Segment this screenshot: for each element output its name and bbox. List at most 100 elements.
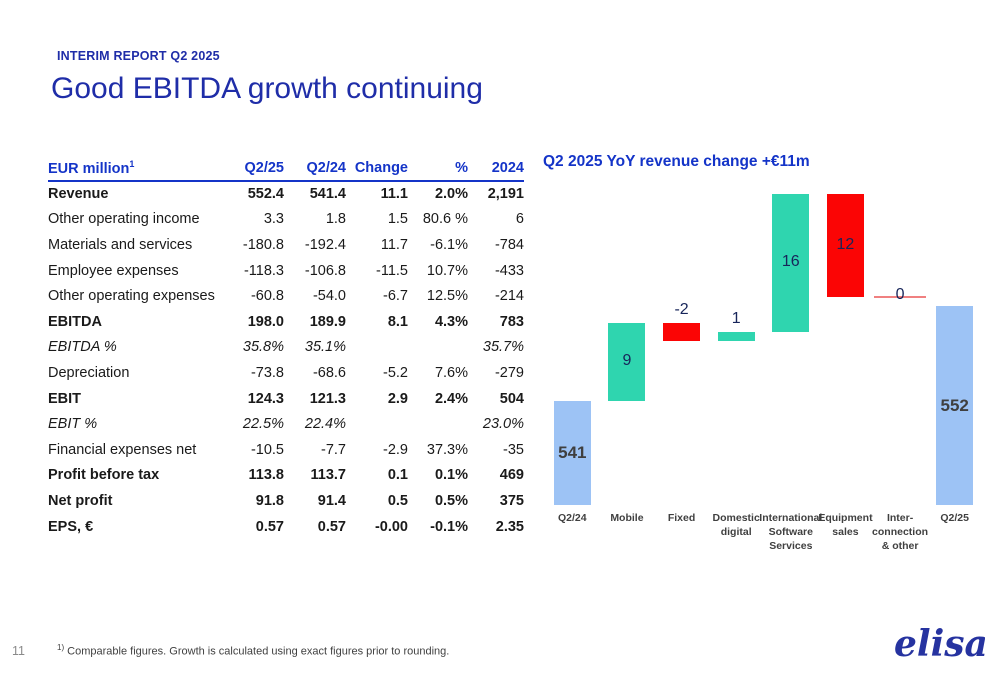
row-label: EBIT % xyxy=(48,416,98,433)
table-cell: 3.3 xyxy=(263,211,284,228)
table-cell: 121.3 xyxy=(309,390,346,407)
footnote: 1) Comparable figures. Growth is calcula… xyxy=(57,643,449,658)
table-cell: 2.0% xyxy=(434,186,468,203)
table-cell: -6.1% xyxy=(430,236,468,253)
table-cell: 0.57 xyxy=(255,518,284,535)
table-cell: -433 xyxy=(494,262,524,279)
table-cell: -180.8 xyxy=(242,236,284,253)
table-cell: 783 xyxy=(499,313,524,330)
row-label: EBIT xyxy=(48,390,82,407)
waterfall-bar xyxy=(772,193,810,333)
column-header: Q2/25 xyxy=(222,156,284,182)
table-cell: -0.00 xyxy=(374,518,408,535)
table-cell: -118.3 xyxy=(243,262,284,279)
table-row: Profit before tax 113.8 113.7 0.1 0.1% 469 xyxy=(48,463,524,489)
table-cell: 1.8 xyxy=(325,211,346,228)
table-row: Employee expenses -118.3 -106.8 -11.5 10.7% -… xyxy=(48,258,524,284)
table-cell: 1.5 xyxy=(387,211,408,228)
table-cell: 35.1% xyxy=(304,339,346,356)
column-header: % xyxy=(408,156,468,182)
table-cell: 91.4 xyxy=(317,492,346,509)
table-cell: 35.7% xyxy=(482,339,524,356)
bar-value-label: 552 xyxy=(940,395,969,415)
table-cell: -279 xyxy=(494,364,524,381)
table-cell: 10.7% xyxy=(426,262,468,279)
table-cell xyxy=(408,335,468,361)
table-cell: 6 xyxy=(515,211,524,228)
table-cell: 80.6 % xyxy=(422,211,468,228)
table-cell: 124.3 xyxy=(247,390,284,407)
table-cell: -784 xyxy=(494,236,524,253)
column-header: Change xyxy=(346,156,408,182)
table-cell: 2.35 xyxy=(495,518,524,535)
table-row: Depreciation -73.8 -68.6 -5.2 7.6% -279 xyxy=(48,360,524,386)
row-label: Other operating expenses xyxy=(48,288,215,305)
waterfall-bar xyxy=(663,323,701,341)
table-cell: -11.5 xyxy=(376,262,408,279)
table-row: EBITDA % 35.8% 35.1% 35.7% xyxy=(48,335,524,361)
row-label: EPS, € xyxy=(48,518,94,535)
table-row: EBIT 124.3 121.3 2.9 2.4% 504 xyxy=(48,386,524,412)
row-label: EBITDA xyxy=(48,313,102,330)
elisa-logo-text: elisa xyxy=(894,623,985,665)
waterfall-zero-line xyxy=(874,296,927,299)
row-label: EBITDA % xyxy=(48,339,117,356)
column-header: 2024 xyxy=(468,156,524,182)
footnote-text: Comparable figures. Growth is calculated… xyxy=(64,645,450,658)
table-cell: -6.7 xyxy=(383,288,408,305)
row-label: Other operating income xyxy=(48,211,200,228)
table-cell: -214 xyxy=(494,288,524,305)
table-row: Financial expenses net -10.5 -7.7 -2.9 37.3%… xyxy=(48,437,524,463)
bar-value-label: 541 xyxy=(558,443,587,463)
table-cell: 552.4 xyxy=(247,186,284,203)
category-label: International Software Services xyxy=(759,512,823,552)
bar-value-label: 0 xyxy=(895,286,905,304)
bar-value-label: 16 xyxy=(781,252,800,270)
row-label: Employee expenses xyxy=(48,262,179,279)
table-row: Other operating expenses -60.8 -54.0 -6.7 12… xyxy=(48,283,524,309)
table-cell: 0.57 xyxy=(317,518,346,535)
category-label: Inter- connection & other xyxy=(872,512,929,552)
table-cell: 375 xyxy=(499,492,524,509)
table-header-row: EUR million1 Q2/25 Q2/24 Change % 2024 xyxy=(48,156,524,182)
elisa-logo: elisa xyxy=(890,612,988,672)
table-cell: 113.8 xyxy=(248,467,285,484)
table-cell: 91.8 xyxy=(255,492,284,509)
bar-value-label: 12 xyxy=(836,235,855,253)
table-cell: 0.5 xyxy=(387,492,408,509)
elisa-logo-image: elisa xyxy=(894,623,988,665)
bar-value-label: 1 xyxy=(731,310,741,328)
table-cell: -106.8 xyxy=(304,262,346,279)
table-cell: 113.7 xyxy=(310,467,347,484)
row-label: Financial expenses net xyxy=(48,441,197,458)
table-cell: -7.7 xyxy=(321,441,346,458)
table-row: EPS, € 0.57 0.57 -0.00 -0.1% 2.35 xyxy=(48,514,524,540)
table-row: Materials and services -180.8 -192.4 11.7 -6… xyxy=(48,232,524,258)
footnote-marker: 1) xyxy=(57,643,65,652)
table-cell: 11.1 xyxy=(380,186,408,203)
waterfall-bar xyxy=(826,193,864,298)
table-cell: 2,191 xyxy=(487,186,524,203)
table-cell: 2.4% xyxy=(434,390,468,407)
table-cell xyxy=(408,411,468,437)
table-cell: -10.5 xyxy=(250,441,284,458)
table-cell: 541.4 xyxy=(309,186,346,203)
table-cell: 189.9 xyxy=(309,313,346,330)
category-label: Equipment sales xyxy=(818,512,873,538)
table-cell: 469 xyxy=(499,467,524,484)
table-cell: 35.8% xyxy=(242,339,284,356)
table-cell: 22.5% xyxy=(242,416,284,433)
table-cell: 23.0% xyxy=(482,416,524,433)
waterfall-bar xyxy=(553,401,591,505)
table-cell: 0.5% xyxy=(434,492,468,509)
revenue-waterfall-chart: 541 9 -2 1 16 12 0 552 xyxy=(545,185,982,505)
table-cell: 0.1% xyxy=(434,467,468,484)
row-label: Net profit xyxy=(48,492,113,509)
table-cell: 37.3% xyxy=(426,441,468,458)
table-cell: 11.7 xyxy=(380,236,408,253)
waterfall-bar xyxy=(717,332,755,341)
table-row: Net profit 91.8 91.4 0.5 0.5% 375 xyxy=(48,488,524,514)
table-cell: -68.6 xyxy=(312,364,346,381)
report-label: INTERIM REPORT Q2 2025 xyxy=(57,49,220,63)
